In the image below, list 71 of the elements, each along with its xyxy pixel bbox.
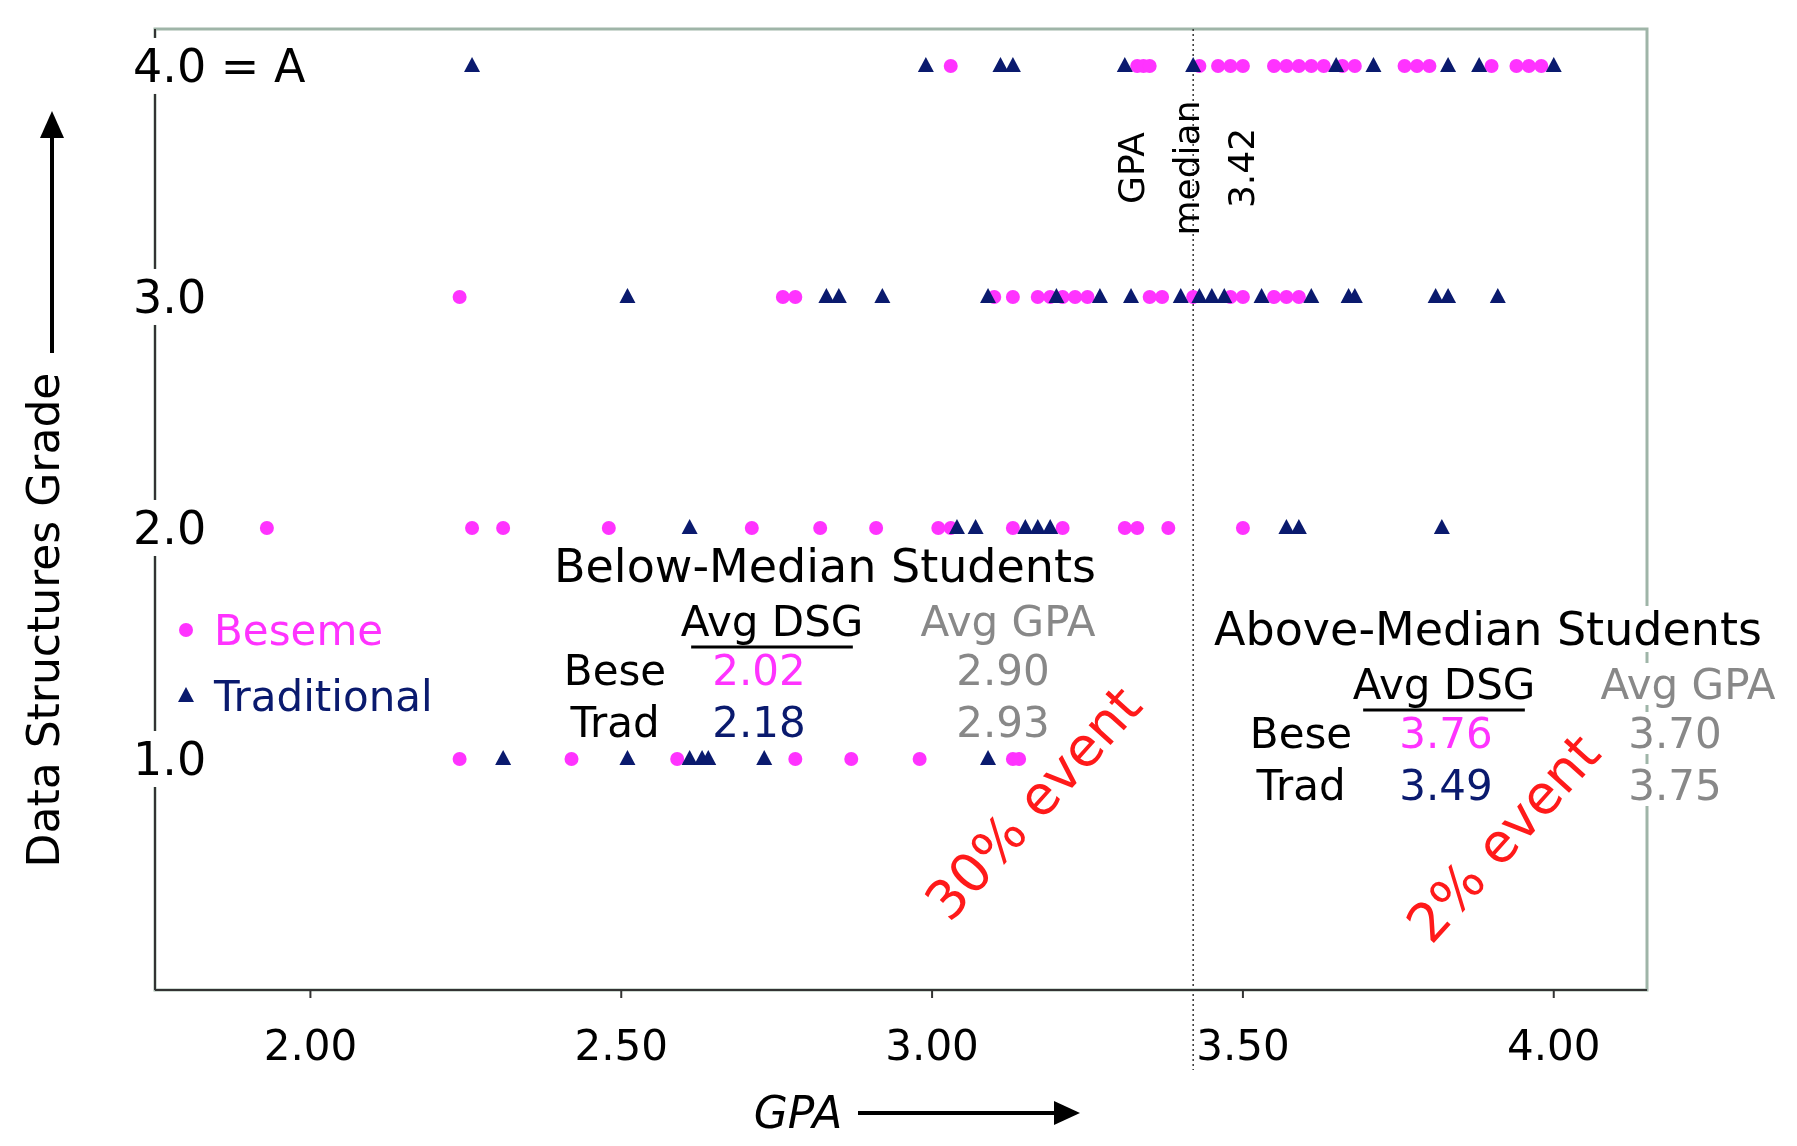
annotation: 3.75 <box>1628 760 1722 810</box>
y-tick-label: 4.0 = A <box>133 39 306 94</box>
x-tick-label: 3.00 <box>885 1021 979 1070</box>
point <box>464 56 481 72</box>
y-axis-title: Data Structures Grade <box>18 372 70 868</box>
point <box>830 287 847 303</box>
point <box>1216 287 1233 303</box>
point <box>1185 56 1202 72</box>
annotation: Bese <box>563 645 667 695</box>
point <box>818 287 835 303</box>
annotation: 2.02 <box>712 645 806 695</box>
x-axis-title: GPA <box>753 1087 843 1139</box>
point <box>681 518 698 534</box>
x-tick-label: 2.50 <box>574 1021 669 1070</box>
point <box>1191 287 1208 303</box>
point <box>619 287 636 303</box>
annotation: Avg DSG <box>1352 659 1536 709</box>
annotation: Avg DSG <box>680 596 864 646</box>
annotation: 3.70 <box>1628 708 1722 758</box>
annotation: Avg GPA <box>920 596 1096 646</box>
annotation: Above-Median Students <box>1214 602 1762 657</box>
point <box>874 287 891 303</box>
point <box>1116 56 1133 72</box>
point <box>1123 287 1140 303</box>
ref-line-label: GPA median 3.42 <box>1110 100 1262 236</box>
annotation: Trad <box>569 697 660 747</box>
point <box>1048 287 1065 303</box>
annotation: 2.18 <box>712 697 806 747</box>
point <box>1365 56 1382 72</box>
point <box>1253 287 1270 303</box>
point <box>1328 56 1345 72</box>
point <box>681 749 698 765</box>
x-tick-label: 3.50 <box>1196 1021 1290 1070</box>
x-tick-label: 2.00 <box>263 1021 358 1070</box>
point <box>1303 287 1320 303</box>
annotation: 2.90 <box>956 645 1050 695</box>
annotation: Below-Median Students <box>554 539 1096 594</box>
point <box>1427 287 1444 303</box>
point <box>992 56 1009 72</box>
point <box>917 56 934 72</box>
point <box>1471 56 1488 72</box>
point <box>1440 287 1457 303</box>
legend-label: Beseme <box>214 605 384 655</box>
point <box>1203 287 1220 303</box>
y-tick-label: 2.0 <box>133 501 207 556</box>
point <box>619 749 636 765</box>
point <box>495 749 512 765</box>
y-tick-label: 3.0 <box>133 270 207 325</box>
point <box>980 749 997 765</box>
annotation: Trad <box>1255 760 1346 810</box>
point <box>1278 518 1295 534</box>
point <box>1433 518 1450 534</box>
point <box>1029 518 1046 534</box>
y-tick-label: 1.0 <box>133 732 207 787</box>
x-tick-label: 4.00 <box>1506 1021 1601 1070</box>
point <box>1172 287 1189 303</box>
point <box>1290 518 1307 534</box>
point <box>980 287 997 303</box>
point <box>756 749 773 765</box>
point <box>1017 518 1034 534</box>
point <box>967 518 984 534</box>
point <box>1545 56 1562 72</box>
legend-label: Traditional <box>213 671 433 721</box>
point <box>1489 287 1506 303</box>
annotation: Bese <box>1249 708 1353 758</box>
point <box>1440 56 1457 72</box>
point <box>1042 518 1059 534</box>
point <box>948 518 965 534</box>
annotation: Avg GPA <box>1600 659 1776 709</box>
point <box>1004 56 1021 72</box>
point <box>1091 287 1108 303</box>
